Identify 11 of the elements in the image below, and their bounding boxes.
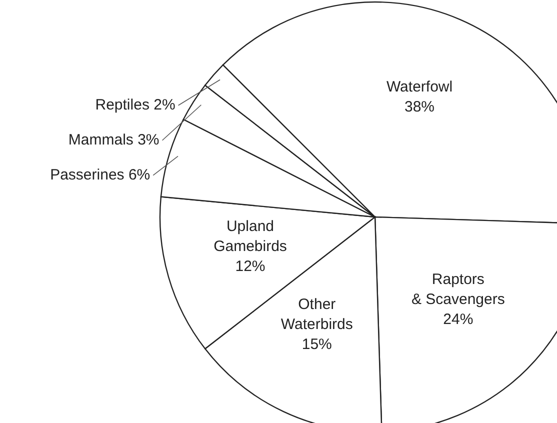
data-label: 38% xyxy=(404,98,435,116)
data-label: 12% xyxy=(235,258,266,275)
slice-label: Waterfowl xyxy=(386,78,453,96)
slice-label: Reptiles 2% xyxy=(95,96,176,114)
slice-label: Mammals 3% xyxy=(68,131,160,148)
data-label: 15% xyxy=(302,336,332,353)
data-label: 24% xyxy=(443,311,474,328)
slice-label: Other Waterbirds xyxy=(280,296,353,333)
slice-label: Passerines 6% xyxy=(50,166,150,184)
slice-label: Raptors & Scavengers xyxy=(411,271,505,308)
slice-label: Upland Gamebirds xyxy=(214,218,287,255)
